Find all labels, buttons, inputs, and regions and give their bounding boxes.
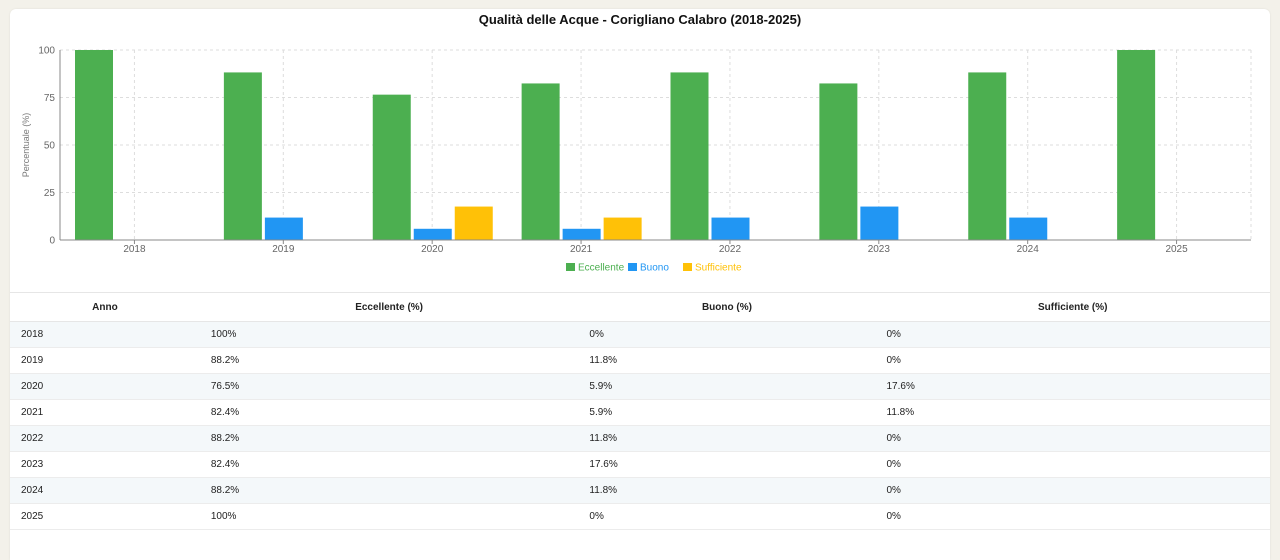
cell-sufficiente: 0% <box>875 425 1270 452</box>
legend-swatch-eccellente <box>566 263 575 271</box>
bar-chart: 0 25 50 75 100 2018 2019 2020 2021 2022 2023 2024 20… <box>21 46 1252 274</box>
table-row: 2020 76.5% 5.9% 17.6% <box>10 373 1270 400</box>
x-tick-label: 2024 <box>1017 244 1040 255</box>
bar-eccellente <box>968 72 1007 240</box>
cell-eccellente: 88.2% <box>199 425 579 452</box>
legend-label-eccellente: Eccellente <box>578 263 625 274</box>
table-row: 2022 88.2% 11.8% 0% <box>10 425 1270 452</box>
table-header-row: Anno Eccellente (%) Buono (%) Sufficient… <box>10 292 1270 322</box>
cell-buono: 5.9% <box>578 373 876 400</box>
cell-eccellente: 88.2% <box>199 347 579 374</box>
bar-buono <box>562 228 601 240</box>
cell-anno: 2023 <box>10 451 200 478</box>
cell-sufficiente: 0% <box>875 321 1270 348</box>
header-sufficiente: Sufficiente (%) <box>875 292 1270 322</box>
bar-eccellente <box>670 72 709 240</box>
legend-label-buono: Buono <box>640 263 669 274</box>
cell-sufficiente: 0% <box>875 347 1270 374</box>
cell-buono: 11.8% <box>578 477 876 504</box>
cell-sufficiente: 0% <box>875 451 1270 478</box>
y-tick-label: 25 <box>44 188 56 199</box>
x-tick-label: 2023 <box>868 244 891 255</box>
table-row: 2024 88.2% 11.8% 0% <box>10 477 1270 504</box>
bar-buono <box>413 228 452 240</box>
table-row: 2023 82.4% 17.6% 0% <box>10 451 1270 478</box>
cell-sufficiente: 0% <box>875 477 1270 504</box>
cell-anno: 2025 <box>10 503 200 530</box>
x-tick-label: 2021 <box>570 244 593 255</box>
bar-sufficiente <box>454 206 493 240</box>
cell-buono: 11.8% <box>578 425 876 452</box>
bar-buono <box>860 206 899 240</box>
bar-buono <box>264 217 303 240</box>
y-tick-label: 100 <box>38 46 55 57</box>
table-row: 2021 82.4% 5.9% 11.8% <box>10 399 1270 426</box>
cell-eccellente: 82.4% <box>199 451 579 478</box>
cell-anno: 2019 <box>10 347 200 374</box>
bar-buono <box>1009 217 1048 240</box>
legend-swatch-sufficiente <box>683 263 692 271</box>
header-anno: Anno <box>10 292 200 322</box>
header-eccellente: Eccellente (%) <box>199 292 579 322</box>
cell-anno: 2018 <box>10 321 200 348</box>
cell-buono: 5.9% <box>578 399 876 426</box>
cell-eccellente: 100% <box>199 503 579 530</box>
legend-swatch-buono <box>628 263 637 271</box>
chart-title: Qualità delle Acque - Corigliano Calabro… <box>478 12 802 27</box>
y-tick-label: 0 <box>49 236 55 247</box>
cell-buono: 17.6% <box>578 451 876 478</box>
cell-anno: 2022 <box>10 425 200 452</box>
x-tick-label: 2025 <box>1165 244 1188 255</box>
bar-buono <box>711 217 750 240</box>
cell-anno: 2021 <box>10 399 200 426</box>
bar-eccellente <box>75 50 113 240</box>
y-tick-label: 75 <box>44 93 56 104</box>
cell-eccellente: 100% <box>199 321 579 348</box>
bar-eccellente <box>819 83 858 240</box>
y-tick-label: 50 <box>44 141 56 152</box>
y-axis-label: Percentuale (%) <box>21 113 31 178</box>
bar-eccellente <box>223 72 262 240</box>
cell-buono: 0% <box>578 321 876 348</box>
cell-sufficiente: 0% <box>875 503 1270 530</box>
cell-eccellente: 82.4% <box>199 399 579 426</box>
legend-label-sufficiente: Sufficiente <box>695 263 742 274</box>
cell-sufficiente: 17.6% <box>875 373 1270 400</box>
bar-sufficiente <box>603 217 642 240</box>
cell-sufficiente: 11.8% <box>875 399 1270 426</box>
bar-eccellente <box>372 94 411 241</box>
header-buono: Buono (%) <box>578 292 876 322</box>
x-tick-label: 2019 <box>272 244 295 255</box>
bar-eccellente <box>1117 50 1156 240</box>
cell-buono: 0% <box>578 503 876 530</box>
cell-buono: 11.8% <box>578 347 876 374</box>
data-table: Anno Eccellente (%) Buono (%) Sufficient… <box>10 292 1270 530</box>
cell-eccellente: 88.2% <box>199 477 579 504</box>
table-row: 2025 100% 0% 0% <box>10 503 1270 530</box>
table-row: 2018 100% 0% 0% <box>10 321 1270 348</box>
x-tick-label: 2020 <box>421 244 444 255</box>
x-tick-label: 2018 <box>123 244 146 255</box>
cell-eccellente: 76.5% <box>199 373 579 400</box>
cell-anno: 2024 <box>10 477 200 504</box>
x-tick-label: 2022 <box>719 244 742 255</box>
bar-eccellente <box>521 83 560 240</box>
cell-anno: 2020 <box>10 373 200 400</box>
table-row: 2019 88.2% 11.8% 0% <box>10 347 1270 374</box>
